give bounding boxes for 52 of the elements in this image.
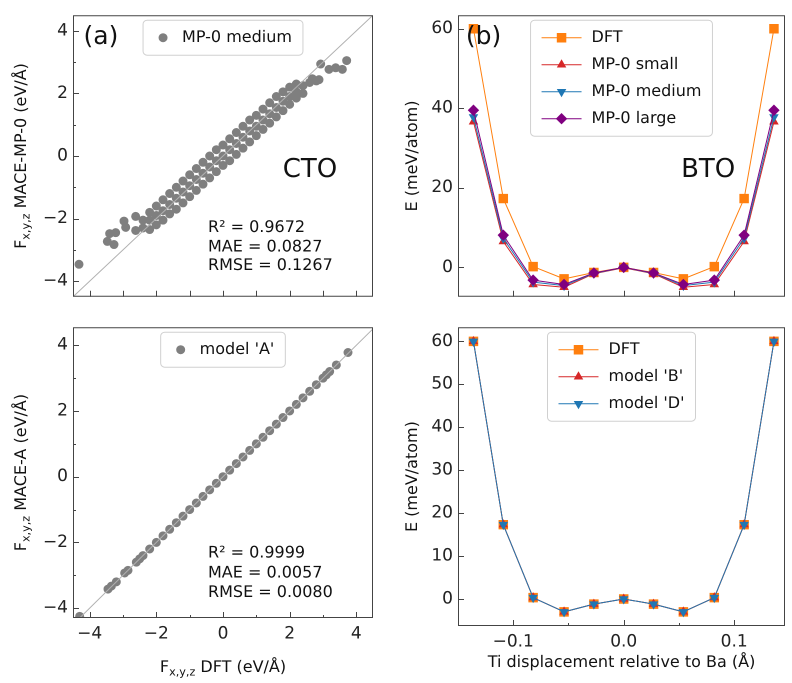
y-tick-label: 4 xyxy=(57,334,68,355)
annotation: BTO xyxy=(681,154,736,184)
y-tick-label: −4 xyxy=(42,598,68,618)
x-tick-label: 2 xyxy=(284,624,296,644)
annotation: RMSE = 0.0080 xyxy=(208,582,333,602)
y-tick-label: 60 xyxy=(431,18,453,38)
y-axis-title: E (meV/atom) xyxy=(402,100,422,212)
legend-label: DFT xyxy=(608,338,640,358)
y-tick-label: 20 xyxy=(431,177,453,198)
x-tick-label: −2 xyxy=(144,624,169,644)
y-axis-title: Fx,y,z MACE-A (eV/Å) xyxy=(11,394,33,552)
y-tick-label: −2 xyxy=(42,532,68,552)
legend-label: model 'D' xyxy=(608,392,685,412)
y-tick-label: 40 xyxy=(431,98,453,118)
y-tick-label: 40 xyxy=(431,416,453,437)
legend-label: MP-0 medium xyxy=(592,80,702,100)
y-tick-label: 4 xyxy=(57,20,68,40)
y-tick-label: −4 xyxy=(42,270,68,291)
y-axis-title: E (meV/atom) xyxy=(402,421,422,532)
y-tick-label: 30 xyxy=(431,460,453,480)
y-tick-label: 0 xyxy=(442,588,453,608)
y-tick-label: 0 xyxy=(442,256,453,277)
y-tick-label: 10 xyxy=(431,545,453,566)
y-tick-label: 60 xyxy=(431,330,453,351)
x-tick-label: 0.1 xyxy=(720,632,748,652)
y-tick-label: −2 xyxy=(42,208,68,228)
legend-label: DFT xyxy=(592,26,623,46)
x-tick-label: 4 xyxy=(350,624,362,644)
y-tick-label: 20 xyxy=(431,502,453,523)
annotation: MAE = 0.0827 xyxy=(208,236,322,256)
annotation: MAE = 0.0057 xyxy=(208,562,322,582)
y-tick-label: 0 xyxy=(57,466,68,486)
legend-label: MP-0 medium xyxy=(182,26,292,46)
legend-label: model 'A' xyxy=(200,338,274,358)
y-tick-label: 0 xyxy=(57,145,68,166)
legend-label: model 'B' xyxy=(608,366,684,385)
annotation: RMSE = 0.1267 xyxy=(208,254,333,274)
x-tick-label: −4 xyxy=(77,624,102,644)
y-tick-label: 2 xyxy=(57,400,68,420)
legend-label: MP-0 large xyxy=(592,108,676,127)
legend-label: MP-0 small xyxy=(592,54,678,73)
annotation: R² = 0.9999 xyxy=(208,542,306,562)
annotation: (a) xyxy=(84,21,118,50)
annotation: CTO xyxy=(282,154,338,184)
x-tick-label: 0 xyxy=(218,624,228,644)
x-axis-title: Ti displacement relative to Ba (Å) xyxy=(486,652,756,672)
x-tick-label: 0.0 xyxy=(610,632,638,652)
y-tick-label: 2 xyxy=(57,82,68,103)
y-tick-label: 50 xyxy=(431,374,453,394)
x-tick-label: −0.1 xyxy=(492,632,534,652)
y-axis-title: Fx,y,z MACE-MP-0 (eV/Å) xyxy=(11,63,33,249)
annotation: R² = 0.9672 xyxy=(208,216,306,236)
